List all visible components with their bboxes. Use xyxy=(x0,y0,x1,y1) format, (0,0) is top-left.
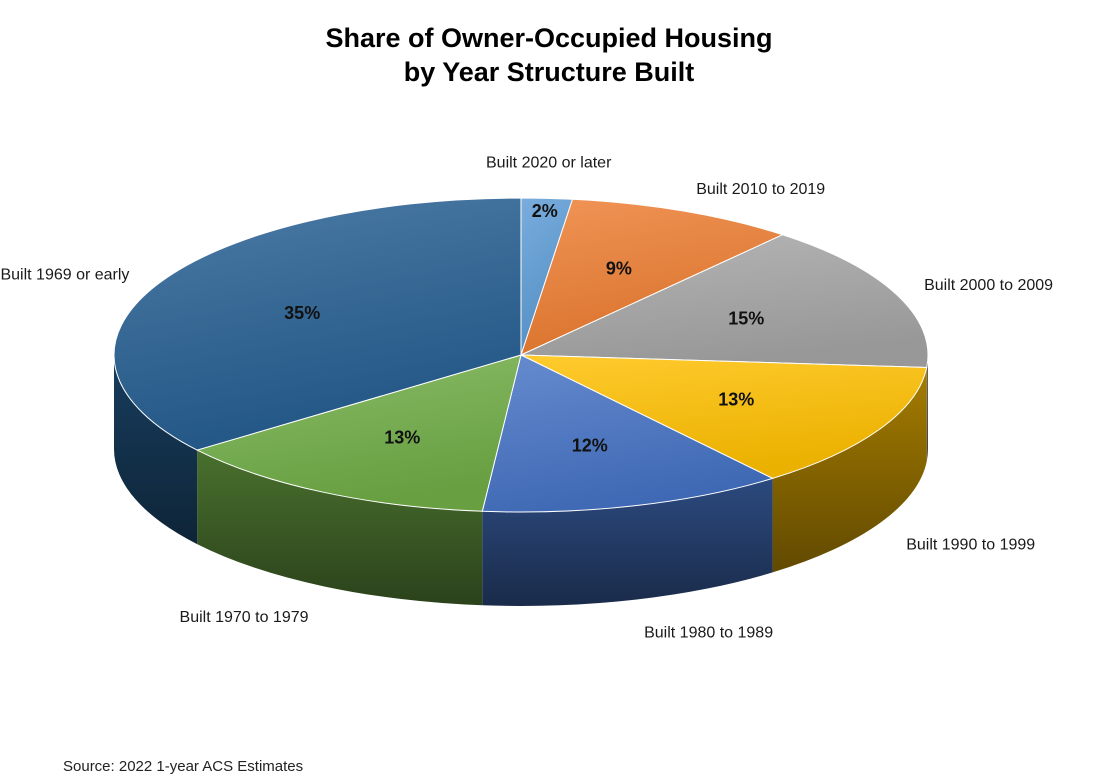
pie-slice-6 xyxy=(113,197,522,451)
value-label-2: 15% xyxy=(728,309,764,329)
pie-side-5 xyxy=(197,450,483,606)
source-note: Source: 2022 1-year ACS Estimates xyxy=(63,758,303,775)
pie-side-6 xyxy=(114,355,198,545)
pie-slice-2 xyxy=(520,234,929,368)
pie-sides xyxy=(114,355,928,607)
pie-side-2 xyxy=(926,355,928,462)
pie-side-3 xyxy=(772,367,927,573)
pie-slice-1 xyxy=(520,198,784,356)
pie-tops xyxy=(113,197,929,513)
pie-slice-4 xyxy=(481,354,774,513)
category-label-4: Built 1980 to 1989 xyxy=(644,625,773,642)
value-label-4: 12% xyxy=(572,435,608,455)
value-label-6: 35% xyxy=(284,303,320,323)
chart-title-line-1: Share of Owner-Occupied Housing xyxy=(325,23,772,53)
category-label-0: Built 2020 or later xyxy=(486,154,612,171)
value-label-5: 13% xyxy=(384,427,420,447)
pie-labels: 2% Built 2020 or later 9% Built 2010 to 201… xyxy=(0,154,1053,641)
pie-slice-5 xyxy=(195,354,522,512)
chart-title-line-2: by Year Structure Built xyxy=(404,57,695,87)
category-label-2: Built 2000 to 2009 xyxy=(924,277,1053,294)
category-label-6: Built 1969 or early xyxy=(0,267,129,284)
pie-slice-3 xyxy=(520,354,928,479)
category-label-1: Built 2010 to 2019 xyxy=(696,181,825,198)
value-label-1: 9% xyxy=(606,259,632,279)
category-label-3: Built 1990 to 1999 xyxy=(906,536,1035,553)
category-label-5: Built 1970 to 1979 xyxy=(180,609,309,626)
pie-side-4 xyxy=(482,478,773,607)
value-label-0: 2% xyxy=(532,201,558,221)
value-label-3: 13% xyxy=(718,389,754,409)
